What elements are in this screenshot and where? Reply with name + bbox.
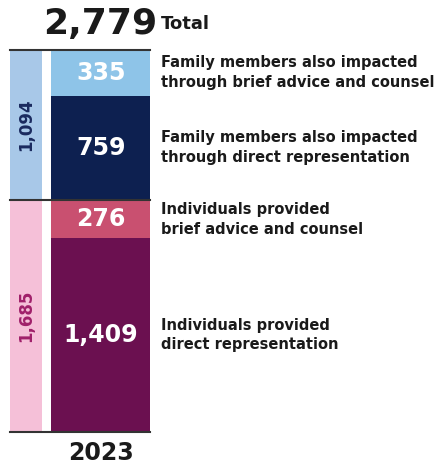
Text: 1,094: 1,094 [17, 99, 35, 151]
Bar [51, 200, 151, 238]
Text: Individuals provided
direct representation: Individuals provided direct representati… [161, 318, 339, 352]
Text: 1,409: 1,409 [63, 323, 138, 347]
Bar [51, 96, 151, 200]
Text: Family members also impacted
through direct representation: Family members also impacted through dir… [161, 131, 418, 165]
Text: 759: 759 [76, 136, 125, 160]
Text: 1,685: 1,685 [17, 290, 35, 342]
Bar [10, 200, 42, 432]
Text: 335: 335 [76, 61, 125, 85]
Text: 2023: 2023 [68, 441, 134, 465]
Text: Total: Total [161, 15, 210, 33]
Bar [10, 49, 42, 200]
Text: 276: 276 [76, 207, 125, 231]
Bar [51, 238, 151, 432]
Text: 2,779: 2,779 [44, 7, 158, 41]
Text: Family members also impacted
through brief advice and counsel: Family members also impacted through bri… [161, 55, 435, 90]
Bar [51, 49, 151, 96]
Text: Individuals provided
brief advice and counsel: Individuals provided brief advice and co… [161, 202, 363, 236]
